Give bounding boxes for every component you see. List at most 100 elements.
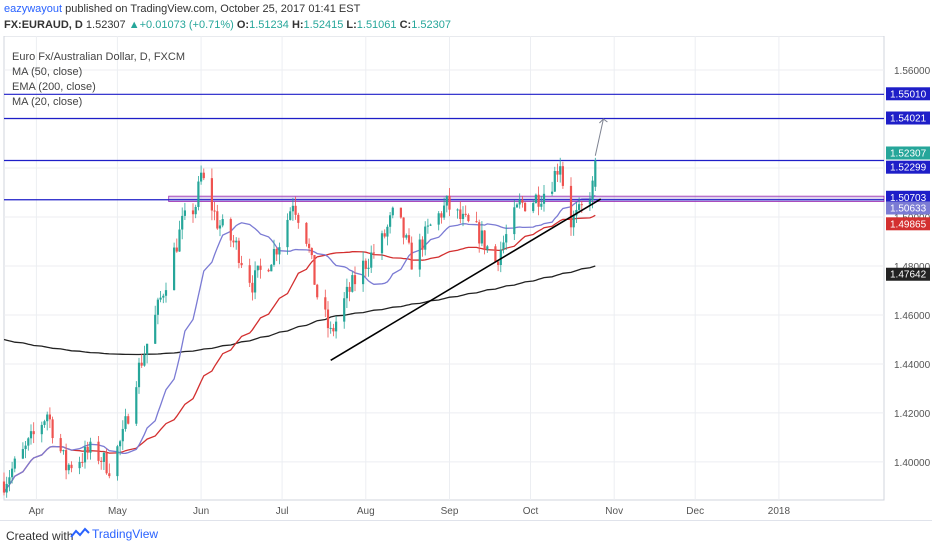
candle-body [213,210,216,212]
close-label: C: [399,19,412,31]
candle-body [240,262,243,266]
candle-body [410,242,413,270]
candle-body [256,265,259,271]
candle-body [364,260,367,269]
candle-body [407,235,411,243]
price-change: +0.01073 (+0.71%) [139,19,234,31]
tradingview-link[interactable]: TradingView [92,527,159,541]
candle-body [443,205,446,218]
x-tick-label: Apr [29,506,45,517]
candle-body [216,211,219,229]
candle-body [480,230,483,244]
legend-ma50: MA (50, close) [12,66,83,78]
x-tick-label: Nov [605,506,623,517]
x-tick-label: Jul [276,506,289,517]
candle-body [143,354,146,366]
price-label: 1.55010 [890,89,927,100]
candle-body [367,267,370,269]
candle-body [556,170,559,175]
candle-body [343,298,346,322]
candle-body [162,295,165,298]
candle-body [329,327,332,329]
chart-legend: Euro Fx/Australian Dollar, D, FXCM MA (5… [12,50,185,110]
candle-body [202,172,205,179]
candle-body [29,431,33,439]
candle-body [267,269,270,272]
candle-body [121,428,124,442]
candle-body [524,202,527,212]
candle-body [259,265,262,270]
price-label-bg [886,87,930,101]
price-label: 1.54021 [890,114,927,125]
candle-body [316,284,319,298]
candle-body [335,321,338,332]
candle-body [21,449,24,459]
candle-body [437,213,440,225]
candle-body [483,230,486,250]
candle-body [391,207,394,216]
price-chart[interactable]: 1.560001.540001.520001.500001.480001.460… [0,36,932,520]
candle-body [418,239,421,270]
candle-body [286,219,289,248]
candle-body [383,233,386,237]
price-label-bg [886,111,930,125]
candle-body [197,181,200,207]
candle-body [154,314,157,344]
candle-body [464,213,467,215]
candle-body [513,207,516,235]
price-label-bg [886,190,930,204]
candle-body [159,297,162,300]
candle-body [108,473,111,477]
candle-body [572,215,575,228]
candle-body [43,421,46,425]
candle-body [332,327,335,332]
candle-body [310,248,313,256]
candle-body [521,199,524,203]
author-link[interactable]: eazywayout [4,3,63,15]
candle-body [275,248,278,255]
candle-body [59,438,62,452]
candle-body [11,468,14,478]
up-arrow-icon: ▲ [128,19,140,31]
close-value: 1.52307 [411,19,451,31]
x-tick-label: Oct [523,506,539,517]
candle-body [532,203,535,212]
candle-body [164,290,168,296]
last-price: 1.52307 [85,19,126,31]
price-label-bg [886,146,930,160]
candle-body [553,170,556,192]
candle-body [232,240,235,243]
footer: Created with TradingView [0,520,932,551]
x-tick-label: Sep [441,506,459,517]
ascending-trendline [330,198,602,361]
candle-body [119,441,122,447]
publish-header: eazywayout published on TradingView.com,… [4,2,360,16]
candle-body [248,265,251,283]
price-label-bg [886,160,930,174]
tradingview-logo-icon [70,527,90,538]
candle-body [89,441,92,453]
candle-body [389,215,392,227]
candle-body [86,446,89,453]
candle-body [146,343,149,355]
candle-body [70,464,73,469]
candle-body [459,209,462,220]
candle-body [372,252,375,254]
quote-row: FX:EURAUD, D 1.52307 ▲+0.01073 (+0.71%) … [4,18,451,32]
legend-ma20: MA (20, close) [12,96,83,108]
candle-body [200,172,203,182]
candle-body [175,247,178,252]
candle-body [183,210,186,216]
open-label: O: [236,19,250,31]
candle-body [194,206,197,215]
low-value: 1.51061 [356,19,397,31]
candle-body [588,200,591,205]
y-tick-label: 1.42000 [894,409,931,420]
y-tick-label: 1.48000 [894,262,931,273]
candle-body [456,209,459,211]
candle-body [386,226,389,237]
candle-body [24,445,27,450]
y-tick-label: 1.56000 [894,66,931,77]
candle-body [291,205,294,212]
candle-body [537,194,540,207]
